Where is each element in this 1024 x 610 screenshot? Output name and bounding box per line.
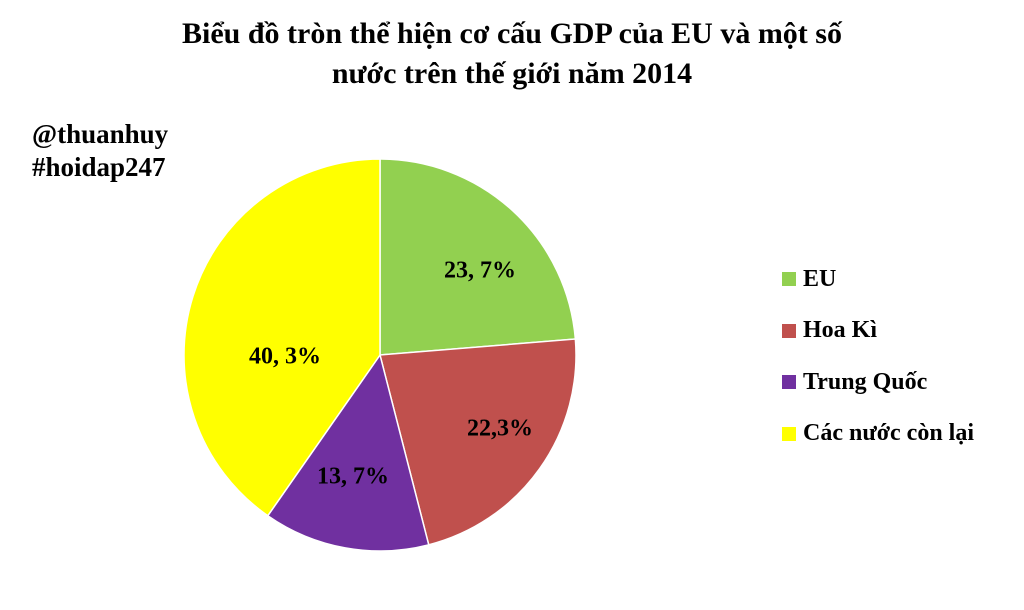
pie-slice-cac-nuoc-con-lai: [183, 158, 381, 517]
legend-label-trung-quoc: Trung Quốc: [803, 368, 928, 395]
pie-slice-hoa-ki: [379, 338, 577, 546]
pie-label-eu: 23, 7%: [444, 258, 516, 284]
legend-swatch-cac-nuoc-con-lai: [782, 426, 796, 441]
pie-label-hoa-ki: 22,3%: [467, 416, 533, 442]
legend-label-eu: EU: [803, 265, 837, 292]
legend-label-cac-nuoc-con-lai: Các nước còn lại: [803, 420, 975, 446]
pie-labels: 23, 7% 22,3% 13, 7% 40, 3%: [249, 258, 533, 490]
legend-item-trung-quoc: Trung Quốc: [782, 369, 974, 395]
legend-swatch-trung-quoc: [782, 375, 796, 389]
pie-slices: [183, 158, 577, 552]
chart-title-line-1: Biểu đồ tròn thể hiện cơ cấu GDP của EU …: [182, 17, 842, 50]
watermark: @thuanhuy #hoidap247: [32, 118, 168, 184]
pie-label-trung-quoc: 13, 7%: [317, 464, 389, 490]
legend-label-hoa-ki: Hoa Kì: [803, 317, 878, 343]
legend-swatch-hoa-ki: [782, 323, 796, 338]
watermark-line-2: #hoidap247: [32, 152, 166, 182]
chart-title: Biểu đồ tròn thể hiện cơ cấu GDP của EU …: [0, 14, 1024, 94]
legend-swatch-eu: [782, 272, 796, 286]
pie-slice-eu: [379, 158, 577, 356]
pie-label-cac-nuoc-con-lai: 40, 3%: [249, 344, 321, 370]
legend-item-cac-nuoc-con-lai: Các nước còn lại: [782, 420, 975, 447]
watermark-line-1: @thuanhuy: [32, 119, 169, 149]
legend: EU Hoa Kì Trung Quốc Các nước còn lại: [782, 266, 974, 472]
legend-item-eu: EU: [782, 266, 974, 292]
pie-slice-trung-quoc: [266, 353, 430, 552]
chart-title-line-2: nước trên thế giới năm 2014: [331, 57, 693, 90]
legend-item-hoa-ki: Hoa Kì: [782, 317, 974, 344]
